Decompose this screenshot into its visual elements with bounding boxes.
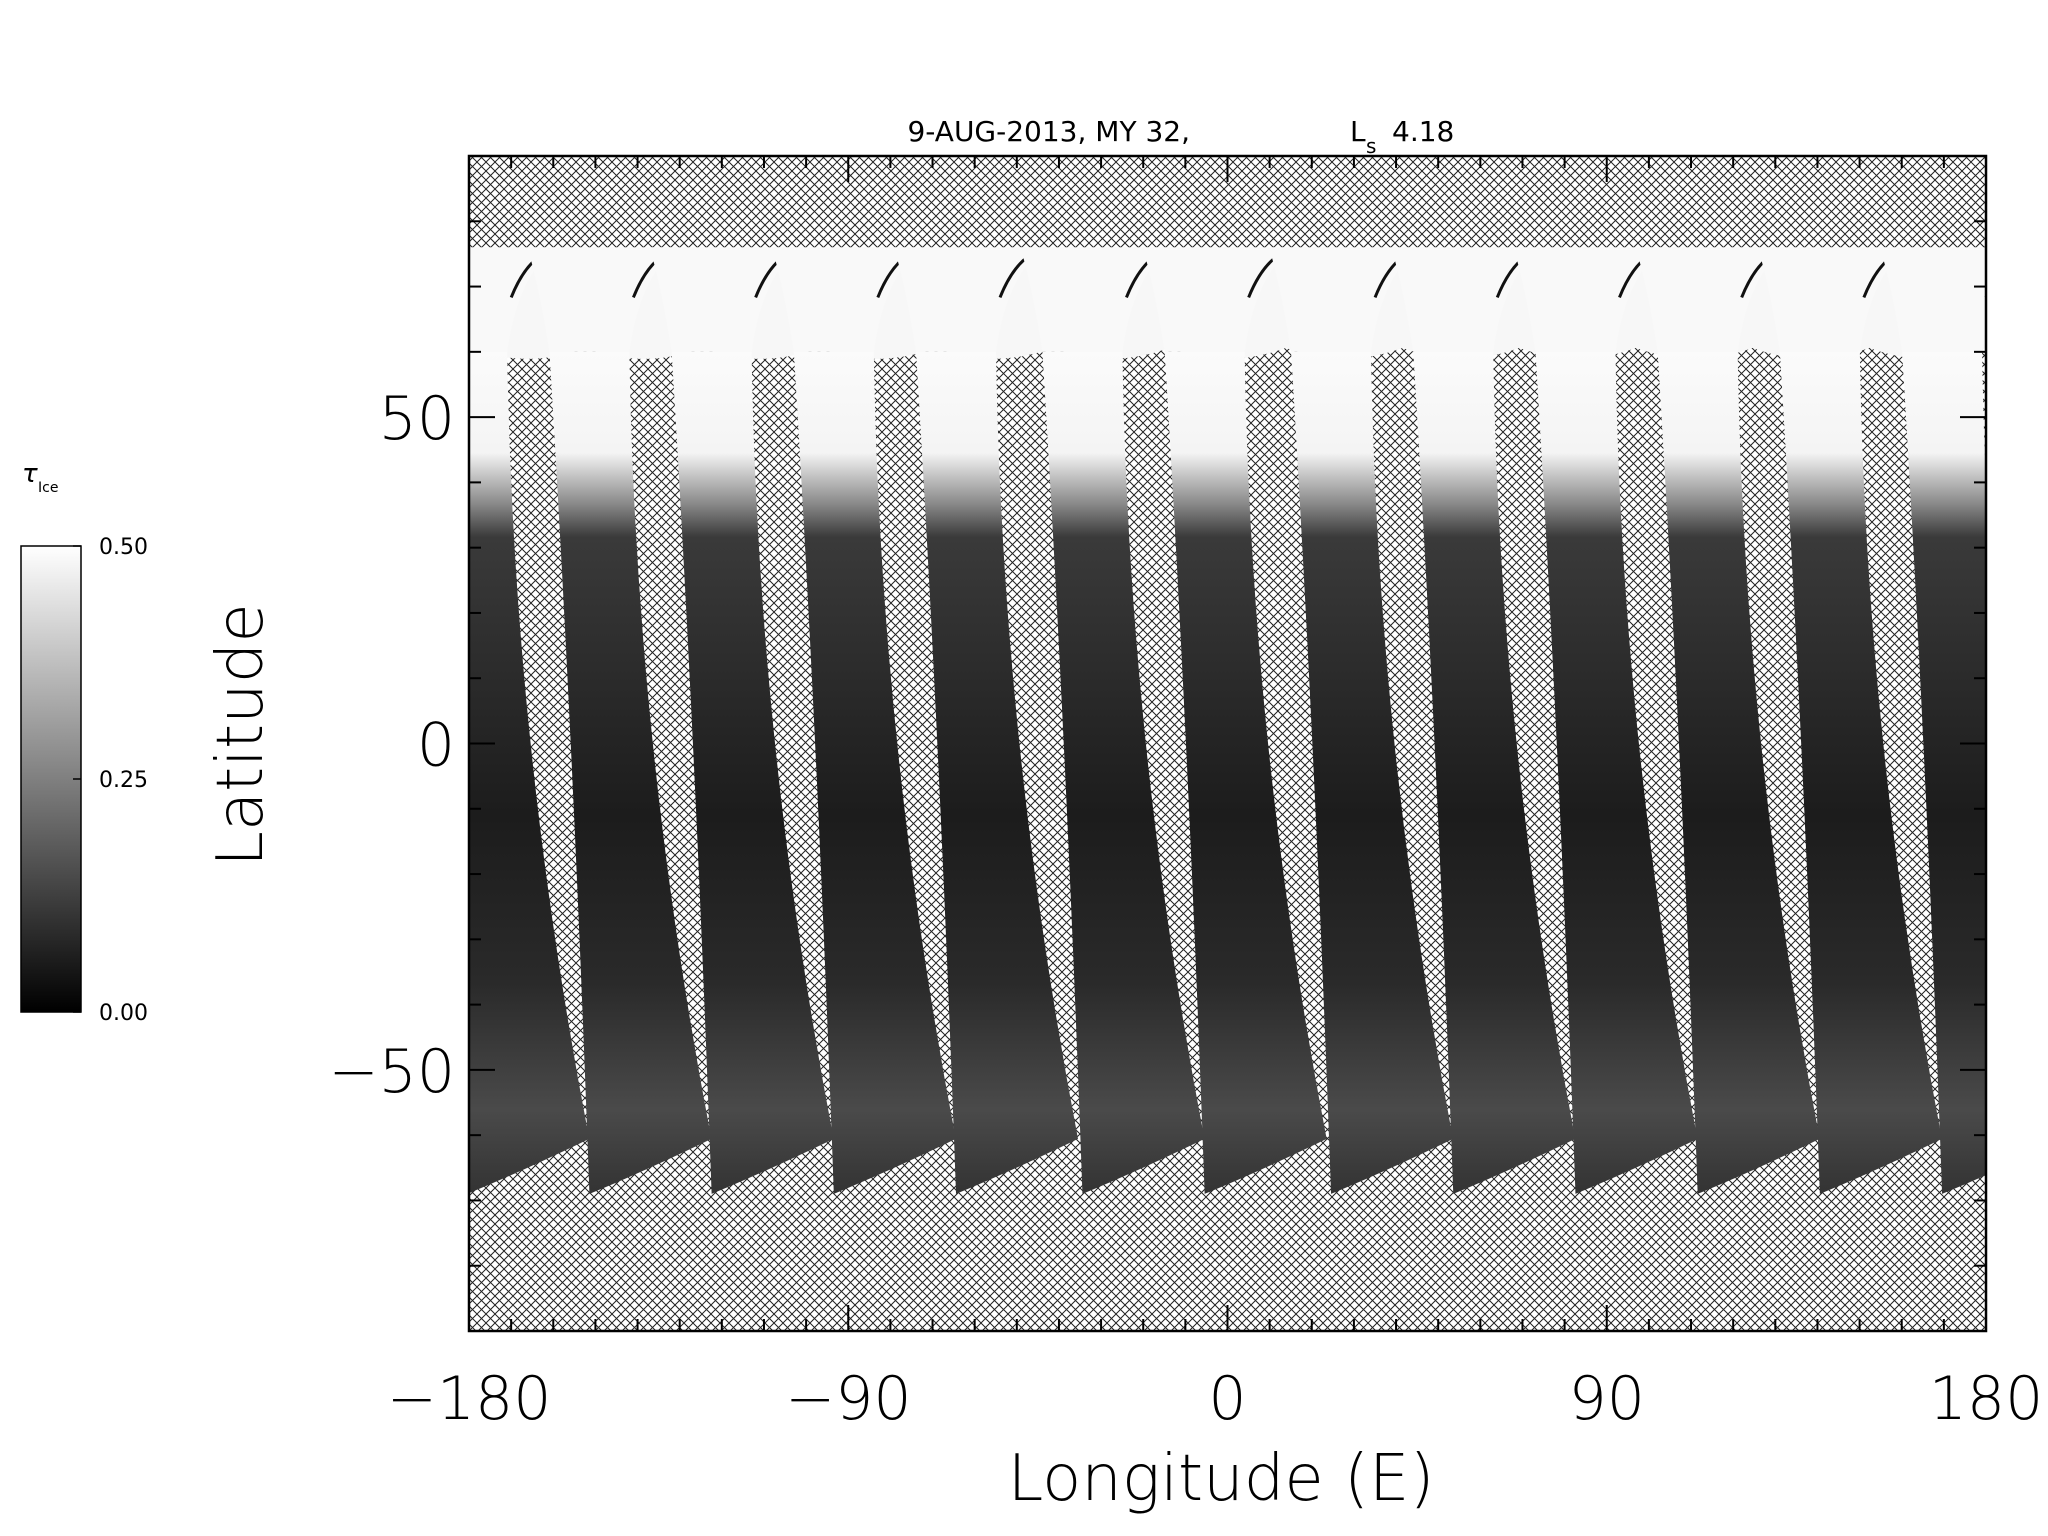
swath-cap-lobe	[1391, 247, 1542, 352]
x-axis-ticks: −180 −90 0 90 180	[387, 156, 2044, 1434]
swath-strip	[1042, 351, 1205, 1194]
swath-layer	[469, 247, 1986, 1194]
y-axis-label: Latitude	[204, 603, 278, 866]
x-axis-label: Longitude (E)	[1008, 1442, 1435, 1516]
chart-title: 9-AUG-2013, MY 32, L s 4.18	[907, 115, 1454, 158]
y-axis-ticks: −50 0 50	[328, 155, 1986, 1332]
x-tick-label: 0	[1208, 1364, 1246, 1434]
colorbar-gradient	[20, 545, 82, 1013]
swath-strip	[1535, 351, 1698, 1194]
swath-cap-lobe	[771, 247, 922, 352]
swath-cap-lobe	[1142, 247, 1293, 352]
title-ls-subscript: s	[1366, 134, 1376, 158]
title-ls-value: 4.18	[1392, 115, 1454, 148]
swath-cap-lobe	[1757, 247, 1908, 352]
swath-cap-lobe	[1880, 247, 1986, 352]
swath-cap-lobe	[1020, 247, 1171, 352]
colorbar-ticks: 0.50 0.25 0.00	[73, 535, 148, 1026]
swath-strip	[671, 351, 834, 1194]
y-tick-label: −50	[328, 1037, 455, 1107]
x-tick-label: 180	[1929, 1364, 2044, 1434]
colorbar-tick-label: 0.50	[99, 535, 148, 560]
chart-title-text: 9-AUG-2013, MY 32,	[907, 115, 1190, 148]
x-tick-label: 90	[1569, 1364, 1645, 1434]
swath-strip	[1164, 351, 1327, 1194]
swath-cap-lobe	[894, 247, 1045, 352]
colorbar-tick-label: 0.00	[99, 1001, 148, 1026]
colorbar: τ Ice 0.50 0.25 0.00	[20, 459, 148, 1026]
swath-cap-lobe	[1513, 247, 1664, 352]
swath-strip	[1779, 351, 1942, 1194]
colorbar-subscript: Ice	[38, 480, 58, 496]
swath-cap-lobe	[649, 247, 800, 352]
y-tick-label: 0	[417, 711, 455, 781]
swath-strip	[1413, 351, 1576, 1194]
swath-cap-lobe	[1269, 247, 1420, 352]
swath-cap-lobe	[1635, 247, 1786, 352]
swath-cap-lobe	[527, 247, 678, 352]
title-ls-symbol: L	[1350, 115, 1366, 148]
swath-strip	[549, 351, 712, 1194]
swath-strip	[1657, 351, 1820, 1194]
y-tick-label: 50	[379, 384, 455, 454]
swath-strip	[1902, 351, 1986, 1194]
colorbar-tick-label: 0.25	[99, 768, 148, 793]
swath-strip	[793, 351, 956, 1194]
swath-strip	[469, 351, 590, 1194]
x-tick-label: −180	[387, 1364, 552, 1434]
swath-cap-lobe	[469, 247, 556, 352]
x-tick-label: −90	[785, 1364, 912, 1434]
swath-edge-line	[1984, 293, 1986, 298]
colorbar-symbol: τ	[22, 459, 38, 489]
map-plot-area: −180 −90 0 90 180 −50 0 50	[328, 154, 2044, 1434]
swath-strip	[1291, 351, 1454, 1194]
swath-strip	[916, 351, 1079, 1194]
